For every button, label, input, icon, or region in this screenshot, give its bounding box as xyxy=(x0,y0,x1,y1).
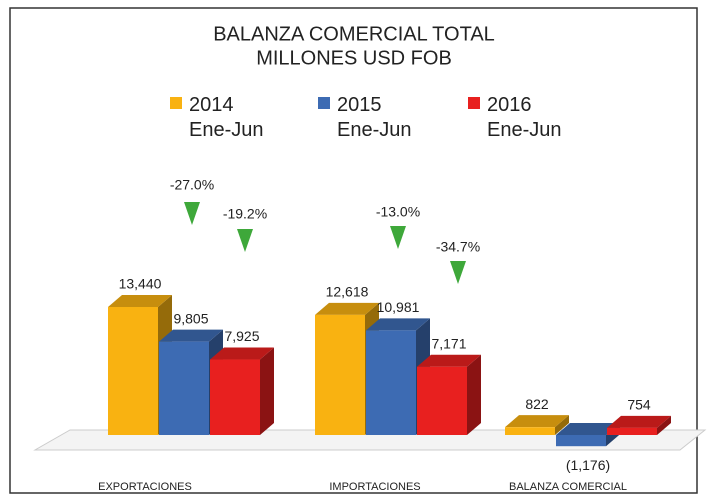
annotation-label: -13.0% xyxy=(376,204,420,220)
bar-front xyxy=(556,435,606,447)
annotation-label: -19.2% xyxy=(223,206,267,222)
value-label: 12,618 xyxy=(326,284,369,300)
legend-swatch xyxy=(318,97,330,109)
bar-side xyxy=(467,354,481,435)
bar-top xyxy=(607,415,671,428)
x-tick-label: IMPORTACIONES xyxy=(329,481,420,493)
legend-label: 2014 Ene-Jun xyxy=(189,94,264,141)
bar-front xyxy=(505,427,555,435)
legend-label-line: 2016 xyxy=(487,94,532,116)
bar-top xyxy=(417,354,481,367)
bar-front xyxy=(366,330,416,435)
value-label: 754 xyxy=(627,397,651,413)
bar-top xyxy=(366,318,430,331)
legend-label-line: 2015 xyxy=(337,94,382,116)
value-label: 10,981 xyxy=(377,299,420,315)
bar-side xyxy=(657,415,671,435)
value-label: 7,925 xyxy=(224,328,259,344)
bar xyxy=(505,415,569,435)
annotation-label: -34.7% xyxy=(436,239,480,255)
bar-top xyxy=(108,295,172,307)
legend-label: 2016 Ene-Jun xyxy=(487,94,562,141)
annotation-arrow xyxy=(237,229,253,252)
bar-top xyxy=(210,347,274,360)
legend-label: 2015 Ene-Jun xyxy=(337,94,412,141)
annotation-arrow xyxy=(450,261,466,284)
annotation-label: -27.0% xyxy=(170,177,214,193)
chart-subtitle: MILLONES USD FOB xyxy=(256,47,452,69)
bar-top xyxy=(315,302,379,315)
value-label: (1,176) xyxy=(566,457,610,473)
bar-front xyxy=(417,366,467,435)
bar xyxy=(607,415,671,435)
bar-top xyxy=(556,423,620,435)
bar-top xyxy=(505,415,569,428)
bar-front xyxy=(108,307,158,435)
x-tick-label: BALANZA COMERCIAL xyxy=(509,481,627,493)
annotation-arrow xyxy=(390,226,406,249)
value-label: 13,440 xyxy=(119,276,162,292)
chart-title: BALANZA COMERCIAL TOTAL xyxy=(213,23,495,45)
bar-front xyxy=(210,359,260,435)
legend-swatch xyxy=(170,97,182,109)
legend-label-line: 2014 xyxy=(189,94,234,116)
annotation-arrow xyxy=(184,202,200,225)
bar-front xyxy=(607,427,657,435)
bar xyxy=(417,354,481,435)
value-label: 822 xyxy=(525,396,549,412)
legend-label-line: Ene-Jun xyxy=(337,119,412,141)
value-label: 7,171 xyxy=(431,335,466,351)
bar-side xyxy=(260,347,274,435)
legend-label-line: Ene-Jun xyxy=(189,119,264,141)
bar-front xyxy=(159,341,209,435)
x-tick-label: EXPORTACIONES xyxy=(98,481,192,493)
legend-label-line: Ene-Jun xyxy=(487,119,562,141)
legend-swatch xyxy=(468,97,480,109)
value-label: 9,805 xyxy=(173,310,208,326)
bar xyxy=(210,347,274,435)
bar-top xyxy=(159,329,223,342)
bar-side xyxy=(555,415,569,435)
bar-front xyxy=(315,314,365,435)
